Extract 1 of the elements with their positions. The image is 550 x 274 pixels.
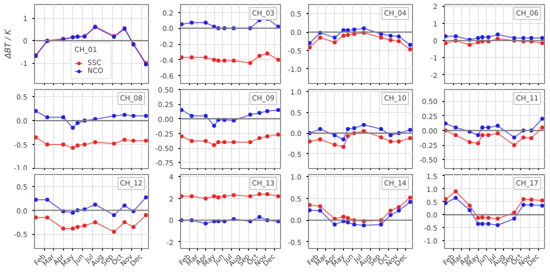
y-axis-title: ΔBT / K <box>4 28 13 60</box>
